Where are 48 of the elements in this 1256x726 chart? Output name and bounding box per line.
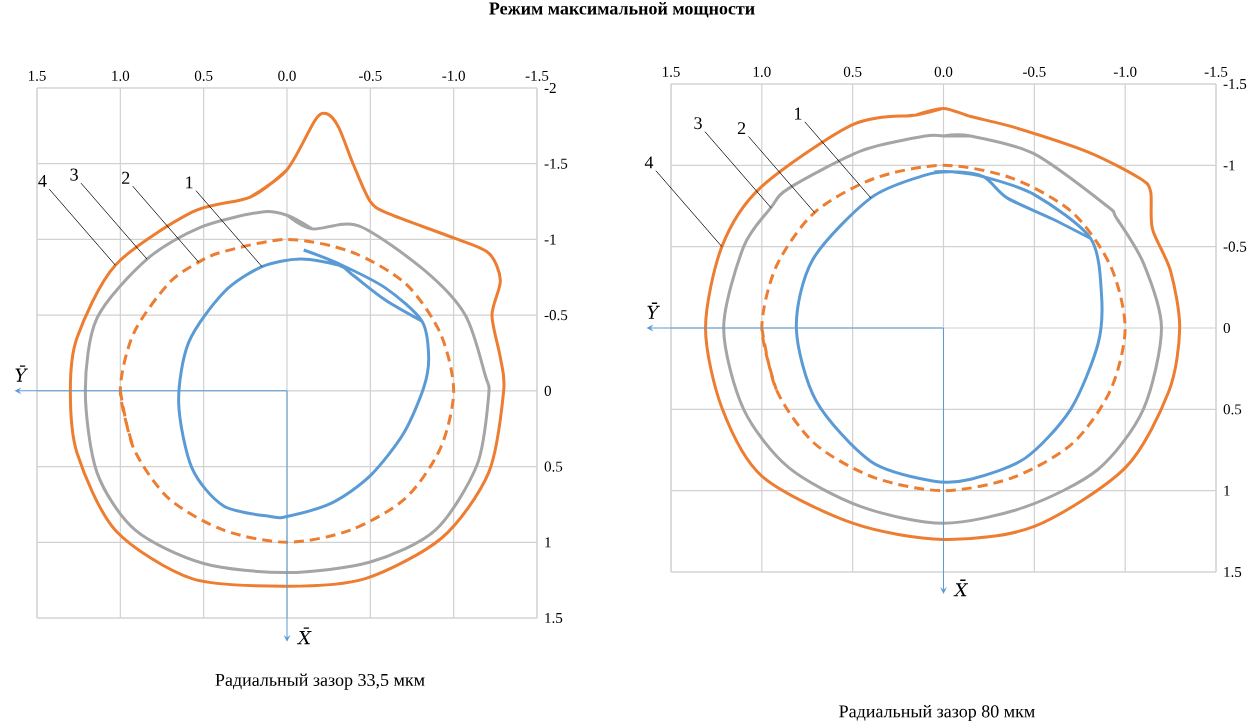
annotation: 3 (70, 168, 78, 181)
text: X̄ (297, 627, 312, 645)
y-tick-label: -1 (1223, 160, 1235, 171)
annotation: 3 (694, 117, 702, 130)
y-tick-label: 0.5 (1223, 404, 1242, 415)
y-tick-label: -0.5 (544, 310, 568, 321)
x-tick-label: 1.5 (28, 70, 46, 81)
x-tick-label: 1.5 (662, 66, 680, 77)
y-tick-label: 1 (1224, 485, 1230, 496)
y-tick-label: 0 (1223, 322, 1230, 334)
x-tick-label: -0.5 (1023, 66, 1046, 77)
y-tick-label: -1.5 (1223, 78, 1247, 90)
y-tick-label: 0 (544, 385, 551, 396)
line-series (760, 163, 1127, 493)
annotation: 2 (122, 171, 130, 184)
y-tick-label: -2 (544, 83, 556, 93)
y-tick-label: -1.5 (544, 158, 568, 169)
x-tick-label: 0.0 (278, 70, 296, 81)
x-tick-label: 0.5 (843, 66, 862, 77)
x-tick-label: 0.5 (194, 70, 213, 81)
line-series (83, 210, 491, 575)
annotation: 2 (737, 122, 746, 135)
x-tick-label: 1.0 (753, 66, 771, 77)
annotation: 4 (644, 156, 654, 169)
y-tick-label: -0.5 (1223, 241, 1247, 252)
text: Режим максимальной мощности (489, 1, 755, 18)
annotation: 1 (795, 107, 802, 120)
annotation: 1 (186, 176, 193, 189)
line-series (118, 237, 456, 544)
x-tick-label: -1.0 (1113, 66, 1137, 77)
annotation: 4 (38, 174, 47, 187)
x-tick-label: 1.0 (112, 70, 130, 81)
text: Радиальный зазор 80 мкм (839, 704, 1035, 722)
y-tick-label: 1.5 (1224, 566, 1242, 578)
line-series (704, 106, 1182, 541)
y-tick-label: -1 (544, 234, 556, 245)
x-tick-label: 0.0 (934, 66, 953, 77)
x-axis-title: Ȳ (647, 302, 660, 319)
y-tick-label: 0.5 (544, 461, 563, 472)
x-axis-title: Ȳ (15, 365, 28, 382)
y-tick-label: 1.5 (545, 612, 563, 624)
line-series (68, 112, 506, 588)
y-tick-label: 1 (545, 537, 551, 548)
text: Радиальный зазор 33,5 мкм (215, 673, 425, 690)
x-tick-label: -1.0 (442, 70, 465, 81)
line-series (722, 133, 1163, 525)
x-tick-label: -0.5 (359, 70, 382, 81)
text: X̄ (953, 579, 969, 597)
